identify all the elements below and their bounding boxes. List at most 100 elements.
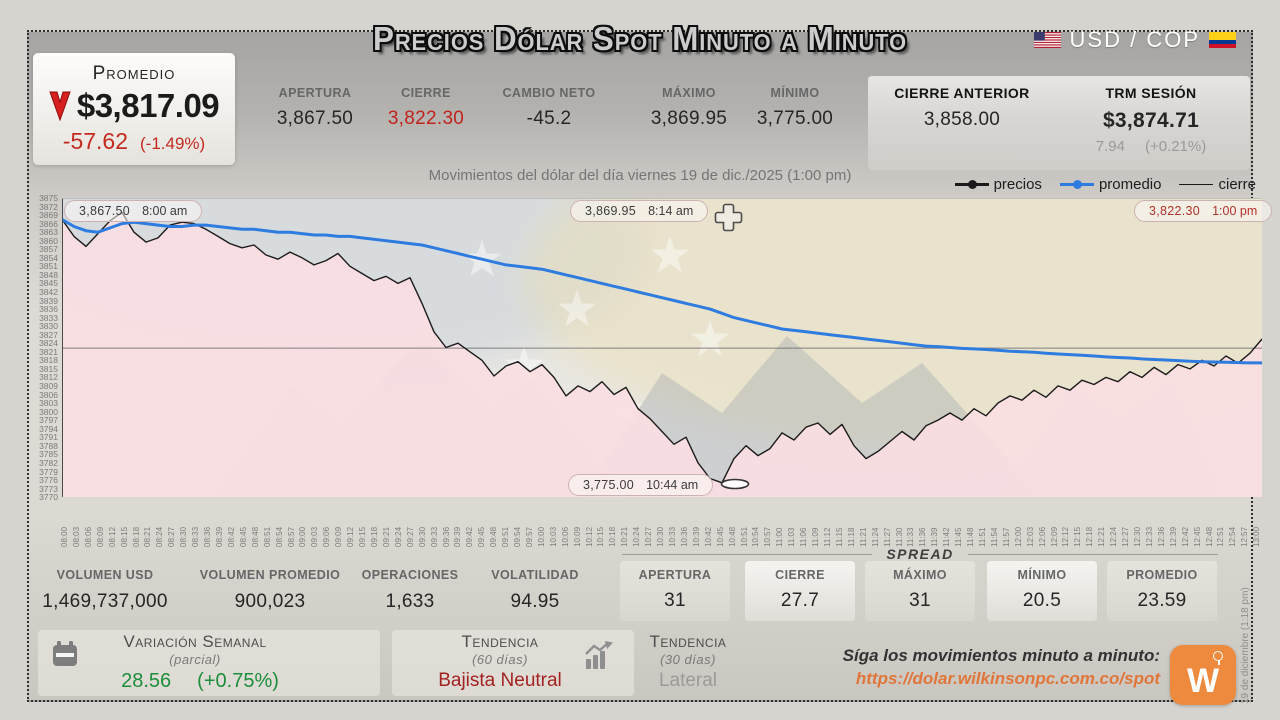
x-tick: 09:51 [501, 526, 511, 547]
x-tick: 10:30 [656, 526, 666, 547]
y-tick: 3875 [39, 193, 58, 203]
tendencia60-label: Tendencia (60 días) [461, 632, 539, 667]
calendar-icon [53, 641, 77, 666]
x-tick: 11:03 [787, 527, 797, 547]
variacion-pct: (+0.75%) [197, 670, 279, 692]
x-tick: 12:06 [1037, 526, 1047, 547]
x-tick: 12:27 [1121, 526, 1131, 547]
y-tick: 3803 [39, 398, 58, 409]
x-tick: 10:18 [608, 526, 618, 547]
x-tick: 11:33 [906, 527, 916, 547]
annotation-open: 3,867.50 8:00 am [64, 200, 203, 222]
x-tick: 08:48 [250, 526, 260, 547]
x-tick: 12:45 [1192, 526, 1202, 547]
y-tick: 3851 [39, 261, 58, 272]
precios-line-swatch [954, 180, 989, 189]
us-flag-icon [1033, 32, 1061, 48]
colombia-flag-icon [1209, 32, 1236, 48]
stat-trm-sesion: TRM SESIÓN $3,874.71 7.94 (+0.21%) [1095, 85, 1207, 155]
variacion-sub: (parcial) [169, 652, 221, 667]
chart-plot[interactable] [62, 198, 1262, 497]
x-tick: 08:33 [191, 526, 201, 547]
x-tick: 09:48 [489, 526, 499, 547]
x-tick: 09:03 [310, 526, 320, 547]
x-tick: 08:42 [226, 526, 236, 547]
x-tick: 08:21 [143, 526, 153, 547]
legend-promedio[interactable]: promedio [1059, 176, 1161, 193]
follow-text: Síga los movimientos minuto a minuto: [842, 646, 1160, 665]
x-tick: 09:18 [369, 526, 379, 547]
x-tick: 11:15 [834, 527, 844, 547]
x-tick: 12:21 [1097, 526, 1107, 547]
x-tick: 12:24 [1109, 526, 1119, 547]
x-tick: 12:09 [1049, 526, 1059, 547]
spread-maximo: MÁXIMO 31 [893, 568, 947, 611]
x-tick: 08:57 [286, 526, 296, 547]
x-tick: 08:30 [179, 526, 189, 547]
logo-stem [1217, 660, 1220, 665]
x-tick: 10:57 [763, 526, 773, 547]
y-tick: 3824 [39, 338, 58, 349]
x-tick: 10:51 [739, 526, 749, 547]
variacion-label: Variación Semanal (parcial) [95, 632, 295, 667]
stat-volatilidad: VOLATILIDAD 94.95 [491, 568, 579, 612]
x-tick: 12:42 [1180, 526, 1190, 547]
y-tick: 3827 [39, 329, 58, 340]
logo-letter: W [1186, 662, 1220, 700]
y-tick: 3866 [39, 218, 58, 229]
legend-cierre[interactable]: cierre [1179, 176, 1256, 193]
follow-callout: Síga los movimientos minuto a minuto: ht… [800, 646, 1160, 689]
x-tick: 08:27 [167, 526, 177, 547]
y-tick: 3857 [39, 244, 58, 255]
wilkinson-logo[interactable]: W [1170, 645, 1236, 705]
spread-box [865, 561, 975, 621]
y-tick: 3809 [39, 381, 58, 392]
currency-pair-label: USD / COP [1069, 27, 1200, 52]
x-tick: 09:54 [513, 526, 523, 547]
x-tick: 08:36 [203, 526, 213, 547]
y-tick: 3812 [39, 372, 58, 383]
y-tick: 3779 [39, 466, 58, 477]
crosshair-icon [714, 203, 743, 232]
y-tick: 3818 [39, 355, 58, 366]
promedio-label: Promedio [92, 63, 176, 84]
x-tick: 11:27 [882, 527, 892, 547]
x-tick: 09:15 [358, 526, 368, 547]
spread-box [745, 561, 855, 621]
legend-precios[interactable]: precios [954, 176, 1042, 193]
follow-url-link[interactable]: https://dolar.wilkinsonpc.com.co/spot [855, 669, 1160, 688]
stat-cierre: CIERRE 3,822.30 [387, 86, 465, 129]
promedio-value: $3,817.09 [76, 87, 220, 124]
x-tick: 08:51 [262, 526, 272, 547]
annotation-high: 3,869.95 8:14 am [570, 200, 709, 222]
x-axis-ticks: 08:00 08:03 08:06 08:09 08:12 08:15 08:18 08:21… [60, 501, 1262, 547]
x-tick: 11:06 [799, 527, 809, 547]
x-tick: 11:45 [954, 527, 964, 547]
x-tick: 09:57 [524, 526, 534, 547]
spread-box [620, 561, 730, 621]
y-tick: 3872 [39, 201, 58, 212]
variacion-panel [38, 630, 380, 696]
stat-maximo: MÁXIMO 3,869.95 [650, 86, 728, 129]
x-tick: 09:39 [453, 526, 463, 547]
stat-cierre-anterior: CIERRE ANTERIOR 3,858.00 [894, 85, 1030, 130]
x-tick: 09:45 [477, 526, 487, 547]
stat-cambio-neto: CAMBIO NETO -45.2 [502, 86, 596, 129]
x-tick: 09:09 [334, 526, 344, 547]
annotation-low: 3,775.00 10:44 am [568, 474, 714, 496]
y-tick: 3845 [39, 278, 58, 289]
x-tick: 11:48 [966, 527, 976, 547]
x-tick: 08:06 [83, 526, 93, 547]
x-tick: 08:00 [60, 526, 69, 547]
x-tick: 12:48 [1204, 526, 1214, 547]
y-tick: 3830 [39, 321, 58, 332]
x-tick: 08:18 [131, 526, 141, 547]
tendencia30-label: Tendencia (30 días) [649, 632, 727, 667]
y-tick: 3785 [39, 449, 58, 460]
x-tick: 12:03 [1025, 526, 1035, 547]
x-tick: 12:54 [1228, 526, 1238, 547]
y-tick: 3770 [39, 492, 58, 503]
promedio-change-pct: (-1.49%) [140, 134, 206, 153]
y-tick: 3863 [39, 227, 58, 238]
